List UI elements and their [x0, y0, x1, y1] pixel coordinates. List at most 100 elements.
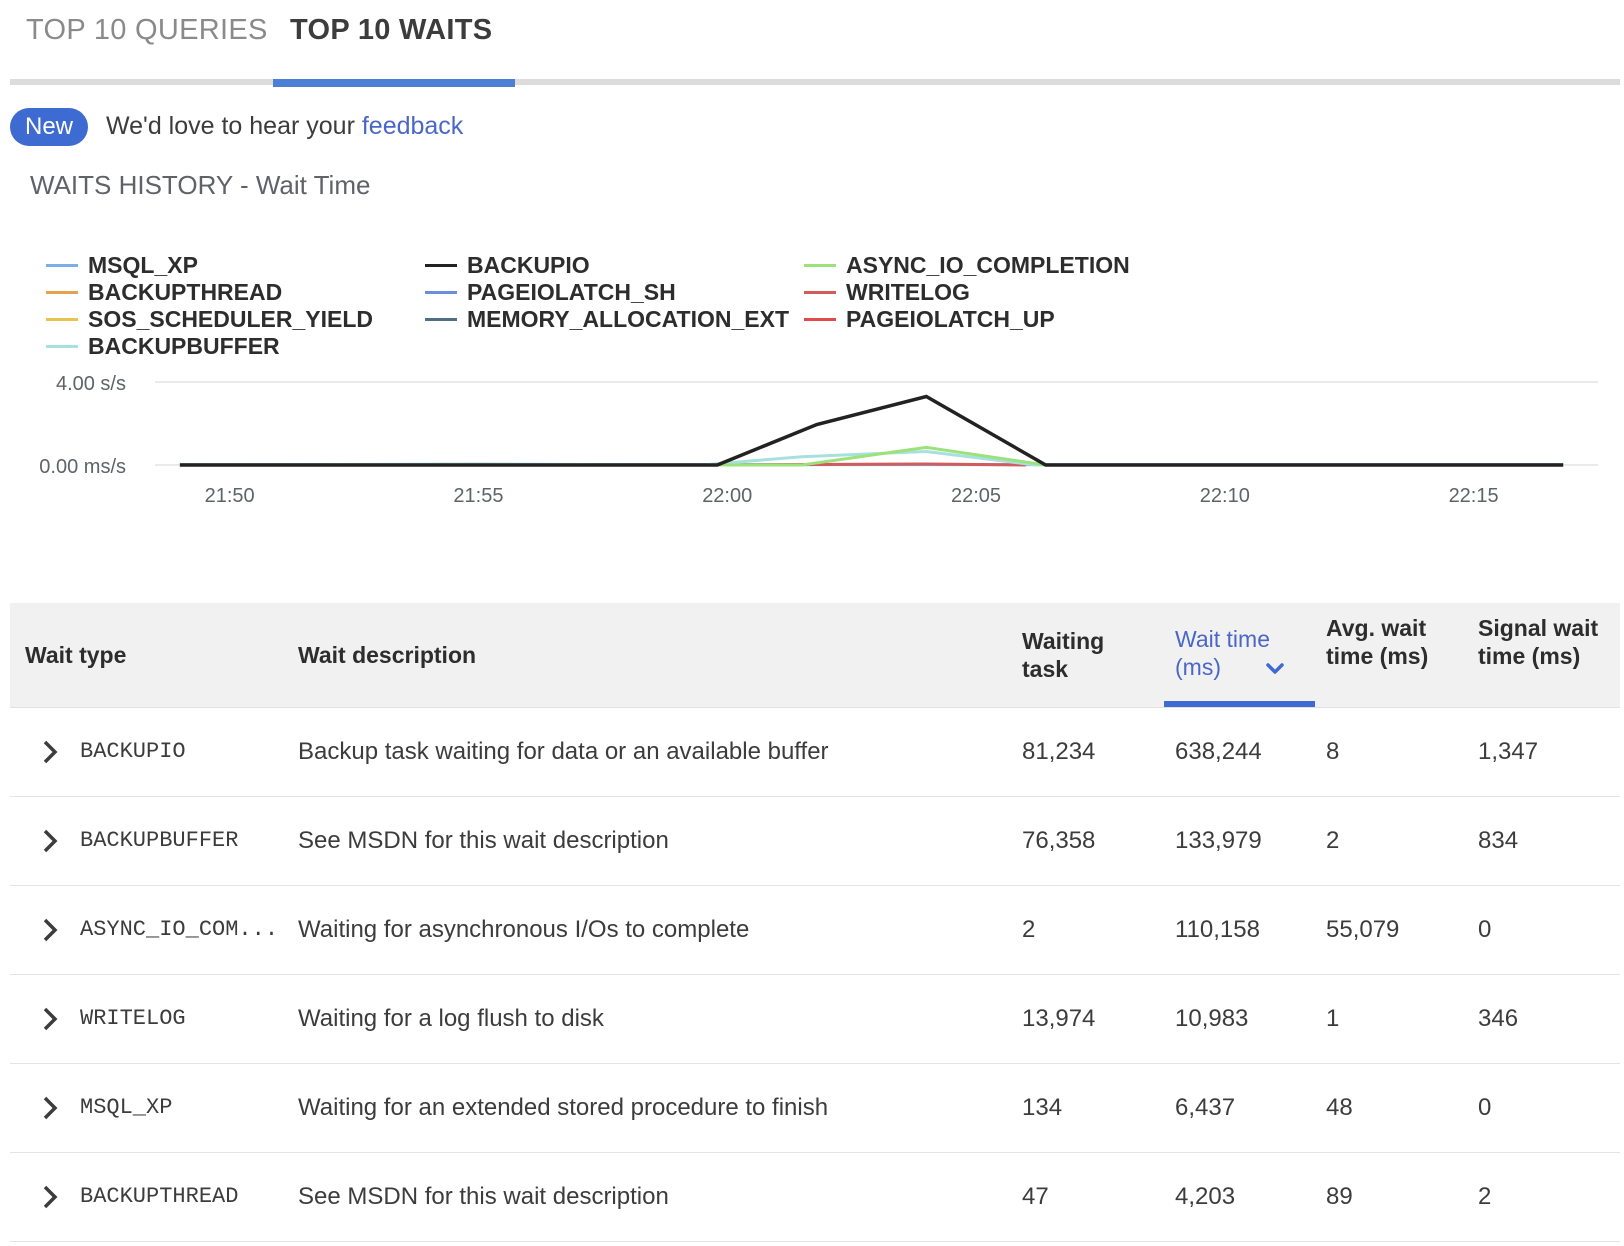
- col-avg-wait-line1: Avg. wait: [1326, 615, 1427, 641]
- col-wait-time[interactable]: Wait time (ms): [1175, 625, 1270, 681]
- col-wait-type[interactable]: Wait type: [25, 642, 127, 668]
- cell-waiting-task: 81,234: [1022, 738, 1096, 765]
- cell-wait-time: 10,983: [1175, 1005, 1249, 1032]
- legend-swatch: [46, 318, 78, 321]
- cell-wait-description: See MSDN for this wait description: [298, 1183, 669, 1210]
- cell-wait-time: 6,437: [1175, 1094, 1236, 1121]
- legend-swatch: [46, 264, 78, 267]
- table-row[interactable]: BACKUPTHREAD See MSDN for this wait desc…: [10, 1153, 1620, 1242]
- feedback-link[interactable]: feedback: [361, 112, 464, 140]
- cell-waiting-task: 2: [1022, 916, 1036, 943]
- legend-label: BACKUPIO: [467, 252, 590, 278]
- legend-swatch: [425, 264, 457, 267]
- sort-descending-icon[interactable]: [1264, 658, 1286, 680]
- sorted-column-indicator: [1164, 701, 1315, 707]
- col-signal-wait-line2: time (ms): [1478, 643, 1581, 669]
- tab-bar: TOP 10 QUERIES TOP 10 WAITS: [10, 0, 1620, 88]
- cell-avg-wait-time: 8: [1326, 738, 1340, 765]
- cell-waiting-task: 76,358: [1022, 827, 1096, 854]
- table-row[interactable]: WRITELOG Waiting for a log flush to disk…: [10, 975, 1620, 1064]
- col-avg-wait-time[interactable]: Avg. wait time (ms): [1326, 614, 1428, 670]
- legend-label: MSQL_XP: [88, 252, 198, 278]
- cell-signal-wait-time: 346: [1478, 1005, 1519, 1032]
- cell-avg-wait-time: 1: [1326, 1005, 1340, 1032]
- col-wait-time-line2: (ms): [1175, 654, 1221, 680]
- cell-waiting-task: 134: [1022, 1094, 1063, 1121]
- series-line-async-io-completion: [179, 445, 1564, 467]
- cell-wait-type: WRITELOG: [80, 1006, 186, 1031]
- col-waiting-task[interactable]: Waiting task: [1022, 627, 1104, 683]
- table-row[interactable]: BACKUPBUFFER See MSDN for this wait desc…: [10, 797, 1620, 886]
- cell-wait-description: Backup task waiting for data or an avail…: [298, 738, 829, 765]
- cell-avg-wait-time: 55,079: [1326, 916, 1400, 943]
- y-tick-label: 0.00 ms/s: [39, 456, 126, 478]
- legend-swatch: [425, 318, 457, 321]
- cell-wait-type: ASYNC_IO_COM...: [80, 917, 279, 942]
- cell-signal-wait-time: 1,347: [1478, 738, 1539, 765]
- legend-label: BACKUPTHREAD: [88, 279, 283, 305]
- col-waiting-task-line1: Waiting: [1022, 628, 1105, 654]
- banner-message: We'd love to hear your feedback: [106, 112, 463, 141]
- cell-wait-time: 638,244: [1175, 738, 1262, 765]
- legend-label: PAGEIOLATCH_UP: [846, 306, 1055, 332]
- cell-wait-time: 110,158: [1175, 916, 1260, 943]
- x-tick-label: 22:00: [702, 485, 752, 507]
- cell-wait-type: BACKUPTHREAD: [80, 1184, 239, 1209]
- table-row[interactable]: ASYNC_IO_COM... Waiting for asynchronous…: [10, 886, 1620, 975]
- legend-label: MEMORY_ALLOCATION_EXT: [467, 306, 790, 332]
- cell-signal-wait-time: 834: [1478, 827, 1519, 854]
- x-tick-label: 21:50: [205, 485, 255, 507]
- cell-avg-wait-time: 48: [1326, 1094, 1353, 1121]
- cell-wait-description: Waiting for a log flush to disk: [298, 1005, 604, 1032]
- chevron-right-icon[interactable]: [36, 1094, 64, 1122]
- table-row[interactable]: MSQL_XP Waiting for an extended stored p…: [10, 1064, 1620, 1153]
- legend-label: BACKUPBUFFER: [88, 333, 280, 359]
- chevron-right-icon[interactable]: [36, 1183, 64, 1211]
- cell-wait-description: Waiting for an extended stored procedure…: [298, 1094, 829, 1121]
- table-header: Wait type Wait description Waiting task …: [10, 603, 1620, 708]
- col-wait-description[interactable]: Wait description: [298, 642, 477, 668]
- cell-signal-wait-time: 2: [1478, 1183, 1492, 1210]
- series-line-backupio: [179, 394, 1564, 467]
- legend-label: ASYNC_IO_COMPLETION: [846, 252, 1130, 278]
- tab-top-10-waits[interactable]: TOP 10 WAITS: [290, 14, 493, 46]
- table-row[interactable]: BACKUPIO Backup task waiting for data or…: [10, 708, 1620, 797]
- col-avg-wait-line2: time (ms): [1326, 643, 1429, 669]
- chevron-right-icon[interactable]: [36, 827, 64, 855]
- cell-wait-type: MSQL_XP: [80, 1095, 173, 1120]
- tab-top-10-queries[interactable]: TOP 10 QUERIES: [26, 14, 268, 46]
- legend-swatch: [46, 345, 78, 348]
- cell-avg-wait-time: 2: [1326, 827, 1340, 854]
- legend-swatch: [804, 264, 836, 267]
- chart-title: WAITS HISTORY - Wait Time: [30, 170, 371, 200]
- banner-text: We'd love to hear your: [106, 112, 362, 140]
- chart-legend: MSQL_XP BACKUPTHREAD SOS_SCHEDULER_YIELD…: [46, 251, 1246, 361]
- cell-waiting-task: 47: [1022, 1183, 1049, 1210]
- tab-track: [10, 79, 1620, 85]
- col-wait-time-line1: Wait time: [1175, 626, 1270, 652]
- cell-wait-description: Waiting for asynchronous I/Os to complet…: [298, 916, 750, 943]
- legend-swatch: [804, 318, 836, 321]
- y-tick-label: 4.00 s/s: [56, 373, 126, 395]
- col-waiting-task-line2: task: [1022, 656, 1069, 682]
- col-signal-wait-line1: Signal wait: [1478, 615, 1599, 641]
- legend-swatch: [46, 291, 78, 294]
- cell-avg-wait-time: 89: [1326, 1183, 1353, 1210]
- cell-wait-time: 4,203: [1175, 1183, 1236, 1210]
- chevron-right-icon[interactable]: [36, 1005, 64, 1033]
- chevron-right-icon[interactable]: [36, 738, 64, 766]
- legend-swatch: [425, 291, 457, 294]
- chevron-right-icon[interactable]: [36, 916, 64, 944]
- legend-label: PAGEIOLATCH_SH: [467, 279, 676, 305]
- cell-wait-description: See MSDN for this wait description: [298, 827, 669, 854]
- x-tick-label: 22:15: [1449, 485, 1499, 507]
- active-tab-indicator: [273, 79, 515, 87]
- legend-label: SOS_SCHEDULER_YIELD: [88, 306, 374, 332]
- waits-table: Wait type Wait description Waiting task …: [10, 603, 1620, 1242]
- x-tick-label: 22:05: [951, 485, 1001, 507]
- cell-signal-wait-time: 0: [1478, 916, 1492, 943]
- x-tick-label: 21:55: [453, 485, 503, 507]
- col-signal-wait-time[interactable]: Signal wait time (ms): [1478, 614, 1598, 670]
- new-badge: New: [10, 108, 88, 146]
- cell-signal-wait-time: 0: [1478, 1094, 1492, 1121]
